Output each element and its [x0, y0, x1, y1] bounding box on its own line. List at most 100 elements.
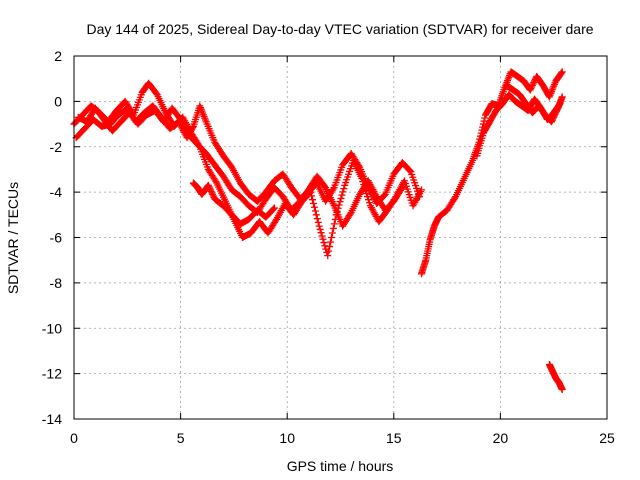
data-point — [553, 107, 561, 115]
x-tick-label: 5 — [177, 430, 185, 446]
data-point — [398, 184, 406, 192]
y-tick-label: -12 — [42, 366, 62, 382]
data-point — [329, 185, 337, 193]
data-point — [558, 69, 566, 77]
data-point — [319, 235, 327, 243]
data-point — [397, 185, 405, 193]
data-point — [550, 112, 558, 120]
data-point — [208, 189, 216, 197]
data-point — [327, 234, 335, 241]
x-tick-label: 0 — [70, 430, 78, 446]
data-point — [315, 222, 323, 230]
data-point — [550, 113, 558, 121]
y-tick-label: -2 — [50, 139, 63, 155]
x-tick-label: 25 — [599, 430, 615, 446]
x-axis-label: GPS time / hours — [287, 458, 394, 474]
data-point — [205, 183, 213, 191]
x-tick-label: 10 — [279, 430, 295, 446]
data-point — [209, 192, 217, 200]
data-point — [212, 178, 220, 186]
data-point — [320, 239, 328, 247]
data-point — [480, 117, 488, 125]
data-point — [364, 196, 372, 204]
data-point — [335, 201, 343, 209]
data-point — [309, 199, 317, 207]
data-point — [363, 190, 371, 198]
data-point — [316, 225, 324, 233]
data-point — [526, 86, 534, 94]
data-point — [339, 188, 347, 196]
data-point — [313, 215, 321, 223]
data-point — [206, 186, 214, 194]
plot-frame — [73, 55, 608, 420]
data-point — [340, 185, 348, 193]
data-point — [317, 229, 325, 237]
y-tick-label: 0 — [54, 93, 62, 109]
data-point — [204, 181, 212, 189]
data-point — [346, 210, 354, 218]
data-point — [418, 186, 426, 194]
data-point — [310, 203, 318, 211]
plot-area — [70, 68, 566, 394]
data-point — [549, 115, 557, 123]
data-point — [324, 252, 332, 260]
data-point — [207, 187, 215, 195]
data-point — [321, 242, 329, 250]
data-point — [551, 110, 559, 118]
data-point — [558, 386, 566, 394]
series-track-g — [503, 81, 566, 126]
data-point — [326, 243, 334, 251]
series-track-c — [74, 104, 406, 230]
data-point — [330, 220, 338, 228]
data-point — [558, 93, 566, 101]
y-tick-label: -10 — [42, 320, 62, 336]
x-tick-label: 20 — [493, 430, 509, 446]
data-point — [529, 80, 537, 88]
data-point — [406, 167, 414, 175]
series-track-d — [189, 179, 278, 228]
data-point — [530, 78, 538, 86]
data-point — [355, 162, 363, 170]
data-point — [328, 229, 336, 237]
data-point — [552, 109, 560, 117]
y-tick-label: -14 — [42, 411, 62, 427]
y-tick-label: -8 — [50, 275, 63, 291]
data-point — [312, 211, 320, 219]
data-point — [314, 218, 322, 226]
data-point — [548, 118, 556, 126]
data-point — [325, 247, 333, 255]
data-point — [336, 198, 344, 206]
data-point — [558, 68, 566, 76]
data-point — [318, 232, 326, 240]
data-point — [270, 204, 278, 212]
y-tick-label: 2 — [54, 48, 62, 64]
data-point — [327, 238, 335, 246]
chart-title: Day 144 of 2025, Sidereal Day-to-day VTE… — [86, 21, 593, 37]
data-point — [451, 194, 459, 202]
series-track-e — [418, 68, 566, 278]
y-tick-label: -4 — [50, 184, 63, 200]
data-point — [527, 85, 535, 93]
data-point — [309, 196, 317, 204]
data-point — [338, 191, 346, 199]
data-point — [528, 83, 536, 91]
data-point — [548, 116, 556, 124]
y-axis-label: SDTVAR / TECUs — [5, 182, 21, 294]
data-point — [209, 190, 217, 198]
data-point — [311, 207, 319, 215]
data-point — [206, 184, 214, 192]
series-track-h — [545, 361, 566, 394]
data-point — [365, 199, 373, 207]
x-tick-label: 15 — [386, 430, 402, 446]
data-point — [269, 205, 277, 213]
data-point — [337, 194, 345, 202]
data-point — [528, 81, 536, 89]
y-tick-label: -6 — [50, 230, 63, 246]
data-point — [481, 114, 489, 122]
data-point — [189, 124, 197, 132]
data-point — [329, 224, 337, 232]
data-point — [308, 192, 316, 200]
